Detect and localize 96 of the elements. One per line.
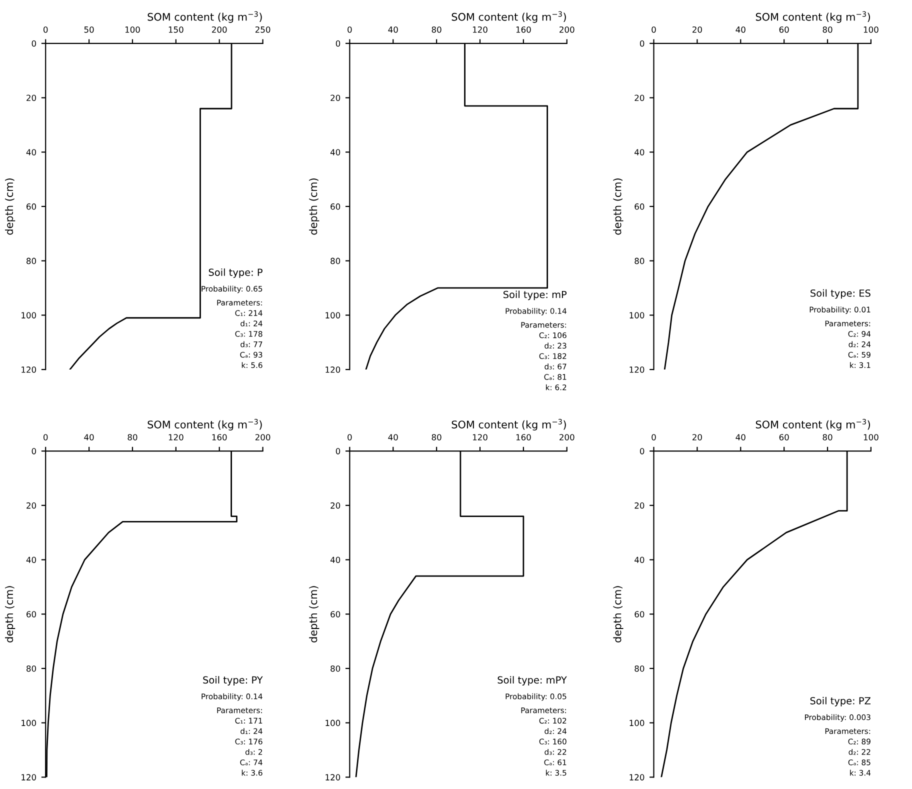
annotation: Soil type: mPY <box>498 676 567 686</box>
x-tick-label: 0 <box>652 26 656 33</box>
x-tick-label: 40 <box>388 26 398 33</box>
y-tick-label: 20 <box>634 94 644 102</box>
y-tick-label: 60 <box>634 611 644 618</box>
y-tick-label: 20 <box>26 502 36 509</box>
x-axis-title: SOM content (kg m$^{−3}$) <box>148 418 262 430</box>
y-tick-label: 40 <box>26 556 36 564</box>
x-tick-label: 160 <box>516 26 531 33</box>
y-axis-title: depth (cm) <box>309 586 320 642</box>
x-tick-label: 50 <box>84 26 94 33</box>
x-axis-title: SOM content (kg m$^{−3}$) <box>756 11 870 23</box>
x-tick-label: 200 <box>212 26 227 33</box>
y-tick-label: 100 <box>630 720 644 726</box>
x-tick-label: 120 <box>472 26 488 33</box>
x-tick-label: 160 <box>212 434 227 440</box>
x-tick-label: 0 <box>652 434 656 440</box>
y-tick-label: 120 <box>22 774 36 780</box>
x-tick-label: 200 <box>560 434 574 440</box>
y-tick-label: 40 <box>26 149 36 156</box>
x-tick-label: 160 <box>516 434 531 440</box>
y-tick-label: 0 <box>640 40 644 47</box>
x-tick-label: 40 <box>388 434 398 440</box>
y-tick-label: 20 <box>634 502 644 509</box>
annotation: Soil type: mP <box>503 290 567 300</box>
x-tick-label: 20 <box>692 434 702 440</box>
annotation: Soil type: ES <box>810 289 870 299</box>
y-axis-title: depth (cm) <box>5 586 16 642</box>
y-tick-label: 60 <box>330 611 340 618</box>
x-tick-label: 20 <box>692 26 702 33</box>
y-tick-label: 120 <box>630 774 644 780</box>
y-tick-label: 40 <box>634 149 644 156</box>
y-tick-label: 80 <box>634 665 644 672</box>
y-tick-label: 120 <box>630 366 644 373</box>
x-tick-label: 120 <box>472 434 488 440</box>
y-tick-label: 40 <box>634 556 644 564</box>
annotation: Soil type: PZ <box>810 696 871 706</box>
y-tick-label: 120 <box>326 774 340 780</box>
y-axis-title: depth (cm) <box>613 178 624 235</box>
x-tick-label: 60 <box>779 434 789 440</box>
y-tick-label: 60 <box>634 203 644 210</box>
x-tick-label: 100 <box>125 26 140 33</box>
y-tick-label: 20 <box>330 94 340 102</box>
x-tick-label: 40 <box>736 26 746 33</box>
y-tick-label: 120 <box>22 366 36 373</box>
y-tick-label: 0 <box>336 40 340 47</box>
x-axis-title: SOM content (kg m$^{−3}$) <box>756 418 870 430</box>
y-tick-label: 40 <box>330 149 340 156</box>
x-axis-title: SOM content (kg m$^{−3}$) <box>148 11 262 23</box>
y-tick-label: 80 <box>26 665 36 672</box>
x-tick-label: 200 <box>560 26 574 33</box>
y-tick-label: 0 <box>32 448 36 454</box>
y-tick-label: 60 <box>330 203 340 210</box>
x-axis-title: SOM content (kg m$^{−3}$) <box>452 11 566 23</box>
y-tick-label: 100 <box>630 312 644 318</box>
x-tick-label: 80 <box>128 434 138 440</box>
x-tick-label: 80 <box>432 26 442 33</box>
y-tick-label: 0 <box>336 448 340 454</box>
x-tick-label: 0 <box>44 434 48 440</box>
x-tick-label: 0 <box>348 434 352 440</box>
x-tick-label: 200 <box>255 434 270 440</box>
y-tick-label: 80 <box>634 258 644 264</box>
x-axis-title: SOM content (kg m$^{−3}$) <box>452 418 566 430</box>
x-tick-label: 150 <box>168 26 184 33</box>
y-tick-label: 20 <box>330 502 340 509</box>
y-axis-title: depth (cm) <box>5 178 16 235</box>
x-tick-label: 250 <box>255 26 270 33</box>
y-tick-label: 40 <box>330 556 340 564</box>
y-tick-label: 80 <box>26 258 36 264</box>
x-tick-label: 80 <box>822 26 832 33</box>
x-tick-label: 80 <box>432 434 442 440</box>
annotation: Soil type: PY <box>203 676 263 686</box>
x-tick-label: 100 <box>864 26 878 33</box>
x-tick-label: 120 <box>168 434 184 440</box>
y-tick-label: 100 <box>22 312 36 318</box>
y-tick-label: 100 <box>22 720 36 726</box>
x-tick-label: 0 <box>44 26 48 33</box>
y-tick-label: 120 <box>326 366 340 373</box>
y-tick-label: 100 <box>326 312 340 318</box>
y-axis-title: depth (cm) <box>613 586 624 642</box>
x-tick-label: 40 <box>736 434 746 440</box>
y-tick-label: 80 <box>330 665 340 672</box>
y-tick-label: 0 <box>640 448 644 454</box>
x-tick-label: 0 <box>348 26 352 33</box>
x-tick-label: 40 <box>84 434 94 440</box>
annotation: Soil type: P <box>208 268 262 278</box>
x-tick-label: 60 <box>779 26 789 33</box>
y-tick-label: 80 <box>330 258 340 264</box>
y-tick-label: 0 <box>32 40 36 47</box>
x-tick-label: 100 <box>864 434 878 440</box>
y-tick-label: 100 <box>326 720 340 726</box>
y-tick-label: 20 <box>26 94 36 102</box>
x-tick-label: 80 <box>822 434 832 440</box>
y-tick-label: 60 <box>26 203 36 210</box>
y-axis-title: depth (cm) <box>309 178 320 235</box>
y-tick-label: 60 <box>26 611 36 618</box>
